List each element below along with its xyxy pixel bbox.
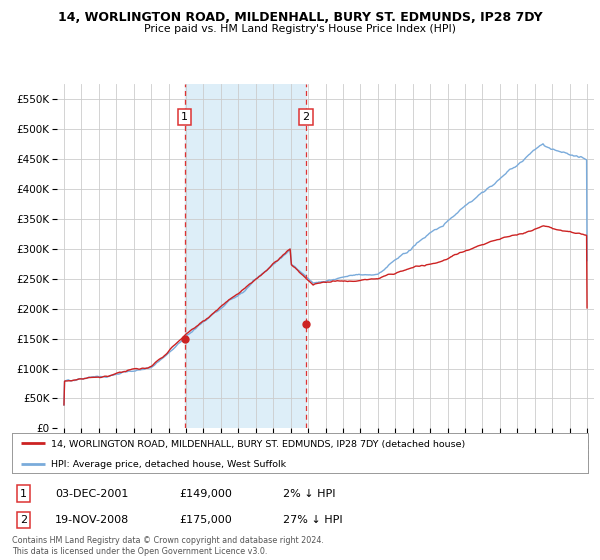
Text: Contains HM Land Registry data © Crown copyright and database right 2024.
This d: Contains HM Land Registry data © Crown c… [12,536,324,556]
Text: £149,000: £149,000 [179,488,232,498]
Text: 1: 1 [181,111,188,122]
Text: 2: 2 [302,111,310,122]
Text: HPI: Average price, detached house, West Suffolk: HPI: Average price, detached house, West… [51,460,286,469]
Bar [185,84,306,428]
Text: 14, WORLINGTON ROAD, MILDENHALL, BURY ST. EDMUNDS, IP28 7DY: 14, WORLINGTON ROAD, MILDENHALL, BURY ST… [58,11,542,24]
Text: 19-NOV-2008: 19-NOV-2008 [55,515,130,525]
Text: 27% ↓ HPI: 27% ↓ HPI [283,515,343,525]
Text: 1: 1 [20,488,27,498]
Text: £175,000: £175,000 [179,515,232,525]
Text: Price paid vs. HM Land Registry's House Price Index (HPI): Price paid vs. HM Land Registry's House … [144,24,456,34]
Text: 2% ↓ HPI: 2% ↓ HPI [283,488,335,498]
Text: 2: 2 [20,515,27,525]
Text: 14, WORLINGTON ROAD, MILDENHALL, BURY ST. EDMUNDS, IP28 7DY (detached house): 14, WORLINGTON ROAD, MILDENHALL, BURY ST… [51,440,466,449]
Text: 03-DEC-2001: 03-DEC-2001 [55,488,128,498]
